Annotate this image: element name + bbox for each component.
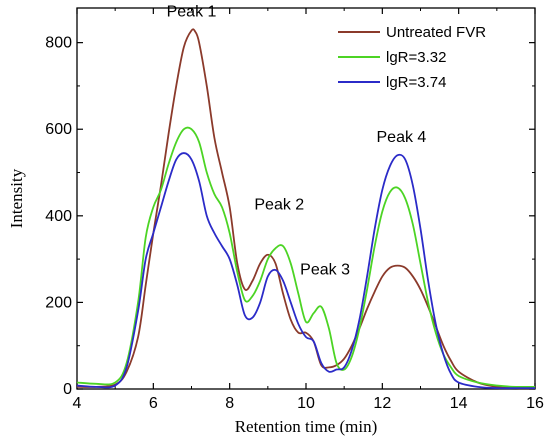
- x-tick-label: 8: [225, 395, 234, 412]
- peak-annotations: Peak 1 Peak 2 Peak 3 Peak 4: [167, 4, 427, 279]
- x-tick-label: 10: [297, 395, 315, 412]
- peak-label: Peak 2: [254, 196, 304, 213]
- y-tick-label: 400: [45, 208, 72, 225]
- x-tick-label: 14: [450, 395, 468, 412]
- y-tick-label: 0: [63, 381, 72, 398]
- x-axis-label: Retention time (min): [235, 417, 378, 436]
- y-tick-label: 800: [45, 35, 72, 52]
- y-tick-label: 200: [45, 294, 72, 311]
- x-tick-label: 16: [526, 395, 544, 412]
- legend-entry-label: lgR=3.74: [386, 74, 446, 91]
- series-line-lgr-3-32: [76, 126, 536, 388]
- series-line-lgr-3-74: [76, 152, 535, 390]
- x-tick-label: 12: [373, 395, 391, 412]
- legend-entry-label: lgR=3.32: [386, 49, 446, 66]
- y-axis-label: Intensity: [7, 168, 26, 228]
- peak-label: Peak 4: [377, 129, 427, 146]
- peak-label: Peak 3: [300, 261, 350, 278]
- y-tick-label: 600: [45, 121, 72, 138]
- series-line-untreated-fvr: [76, 28, 536, 390]
- axes: 4 6 8 10 12 14 16 0 200 400 600 800 Retention time (…: [7, 7, 544, 436]
- x-tick-label: 6: [149, 395, 158, 412]
- peak-label: Peak 1: [167, 4, 217, 21]
- legend-entry-label: Untreated FVR: [386, 24, 486, 41]
- series-lines: [76, 28, 536, 390]
- legend: Untreated FVR lgR=3.32 lgR=3.74: [338, 24, 486, 91]
- x-tick-label: 4: [73, 395, 82, 412]
